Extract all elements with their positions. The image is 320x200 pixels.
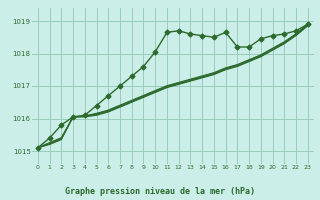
Text: Graphe pression niveau de la mer (hPa): Graphe pression niveau de la mer (hPa) (65, 187, 255, 196)
